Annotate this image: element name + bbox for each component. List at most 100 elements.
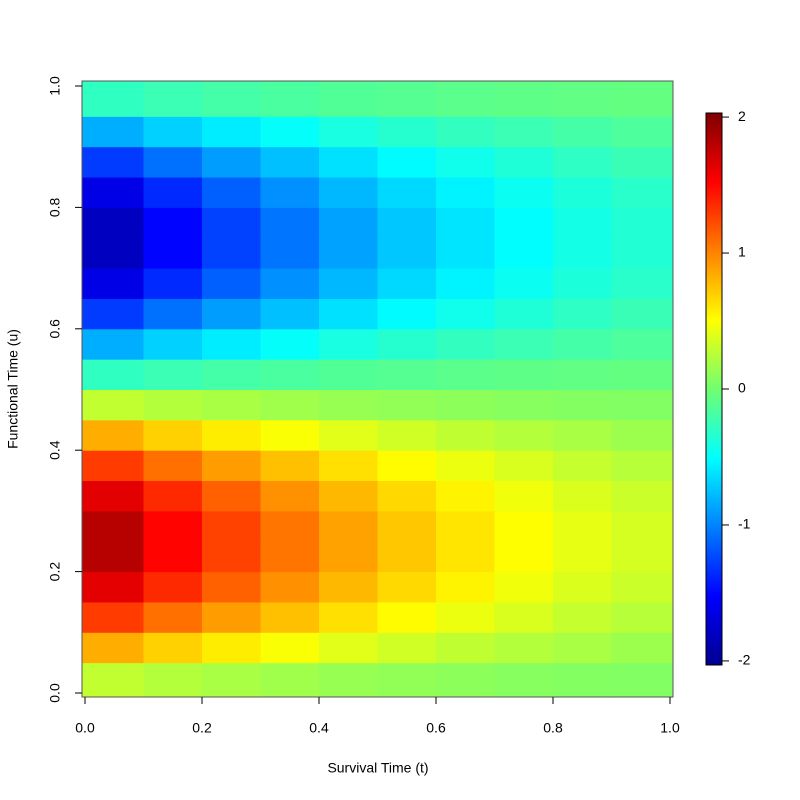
heat-cell [436, 480, 495, 512]
heat-cell [319, 328, 378, 360]
heat-cell [202, 389, 261, 421]
heat-cell [143, 81, 203, 117]
heat-cell [319, 632, 378, 664]
heat-cell [319, 81, 378, 117]
heat-cell [611, 237, 674, 269]
heat-cell [143, 237, 203, 269]
heat-cell [202, 450, 261, 482]
heat-cell [319, 450, 378, 482]
heat-cell [611, 510, 674, 542]
heat-cell [82, 237, 144, 269]
heat-cell [260, 116, 320, 148]
heat-cell [202, 146, 261, 178]
heat-cell [143, 571, 203, 603]
heat-cell [377, 268, 437, 299]
heat-cell [260, 480, 320, 512]
heat-cell [143, 632, 203, 664]
heat-cell [553, 419, 612, 451]
heat-cell [377, 419, 437, 451]
heat-cell [436, 541, 495, 573]
heat-cell [494, 419, 554, 451]
heat-cell [143, 328, 203, 360]
heat-cell [377, 328, 437, 360]
heat-cell [494, 207, 554, 239]
heat-cell [611, 662, 674, 698]
heat-cell [143, 359, 203, 390]
heat-cell [436, 450, 495, 482]
y-tick-label: 1.0 [47, 76, 63, 96]
heat-cell [494, 480, 554, 512]
heat-cell [553, 359, 612, 390]
heat-cell [611, 601, 674, 633]
heat-cell [377, 177, 437, 208]
heat-cell [436, 81, 495, 117]
heat-cell [202, 359, 261, 390]
heat-cell [553, 450, 612, 482]
heat-cell [319, 662, 378, 698]
heat-cell [436, 268, 495, 299]
heat-cell [436, 237, 495, 269]
heat-cell [436, 328, 495, 360]
y-tick-label: 0.8 [47, 197, 63, 217]
heat-cell [436, 116, 495, 148]
heat-cell [143, 268, 203, 299]
heat-cell [82, 450, 144, 482]
heat-cell [202, 237, 261, 269]
heat-cell [319, 146, 378, 178]
heat-cell [143, 662, 203, 698]
plot-frame [81, 80, 674, 698]
heat-cell [202, 81, 261, 117]
heat-cell [553, 601, 612, 633]
heat-cell [377, 662, 437, 698]
heat-cell [611, 177, 674, 208]
heat-cell [82, 480, 144, 512]
x-tick-label: 0.8 [543, 720, 563, 736]
heat-cell [143, 298, 203, 330]
heat-cell [319, 419, 378, 451]
heat-cell [202, 298, 261, 330]
heat-cell [553, 632, 612, 664]
heat-cell [553, 237, 612, 269]
heat-cell [260, 237, 320, 269]
colorbar-tick-label: 1 [738, 244, 746, 260]
heat-cell [494, 81, 554, 117]
colorbar-tick-label: -2 [738, 652, 751, 668]
heat-cell [319, 510, 378, 542]
heat-cell [494, 571, 554, 603]
heat-cell [436, 298, 495, 330]
heat-cell [553, 662, 612, 698]
x-tick-label: 0.0 [75, 720, 95, 736]
heat-cell [319, 359, 378, 390]
heat-cell [611, 207, 674, 239]
heat-cell [202, 632, 261, 664]
heat-cell [260, 601, 320, 633]
colorbar-tick-label: -1 [738, 516, 751, 532]
heat-cell [260, 268, 320, 299]
heatmap [82, 81, 674, 698]
heat-cell [319, 541, 378, 573]
heat-cell [494, 662, 554, 698]
x-axis-title: Survival Time (t) [327, 760, 428, 776]
heat-cell [611, 389, 674, 421]
heat-cell [202, 177, 261, 208]
heat-cell [82, 541, 144, 573]
heat-cell [143, 450, 203, 482]
heat-cell [143, 177, 203, 208]
heat-cell [553, 177, 612, 208]
heat-cell [202, 601, 261, 633]
heat-cell [436, 571, 495, 603]
heat-cell [553, 480, 612, 512]
heat-cell [377, 81, 437, 117]
heat-cell [319, 480, 378, 512]
heat-cell [319, 389, 378, 421]
heat-cell [202, 328, 261, 360]
heat-cell [82, 510, 144, 542]
heat-cell [553, 146, 612, 178]
heat-cell [202, 662, 261, 698]
heat-cell [260, 177, 320, 208]
heat-cell [494, 146, 554, 178]
heat-cell [82, 359, 144, 390]
heat-cell [377, 601, 437, 633]
heat-cell [377, 237, 437, 269]
